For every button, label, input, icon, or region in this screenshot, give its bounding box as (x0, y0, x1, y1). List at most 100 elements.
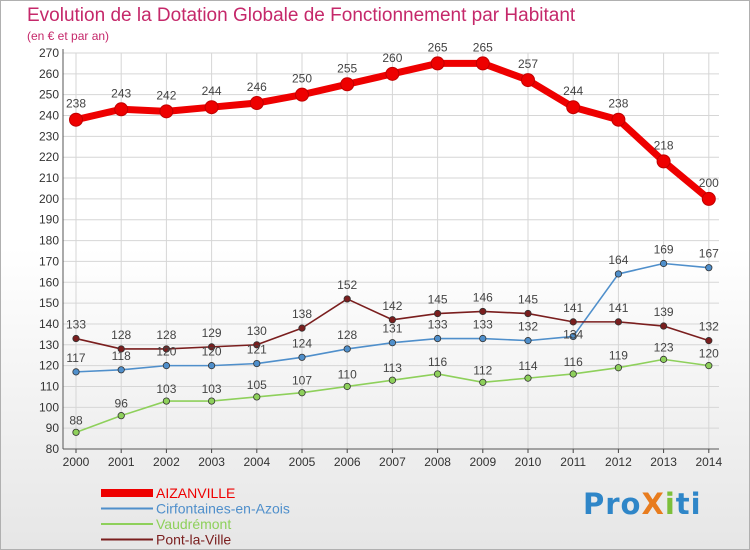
data-point (208, 362, 216, 370)
data-point (388, 339, 396, 347)
data-label: 118 (112, 349, 131, 363)
data-point (433, 370, 442, 378)
data-point (524, 337, 532, 345)
y-tick-label: 90 (46, 421, 60, 435)
data-point (433, 334, 442, 343)
y-tick-label: 250 (39, 88, 59, 102)
y-tick-label: 270 (39, 46, 59, 60)
data-point (72, 368, 80, 376)
y-tick-label: 200 (39, 192, 59, 206)
data-label: 200 (699, 176, 719, 190)
data-label: 265 (428, 40, 448, 54)
data-point (614, 270, 623, 278)
data-label: 123 (654, 340, 674, 354)
data-label: 133 (473, 318, 493, 332)
data-label: 96 (115, 397, 129, 411)
x-tick-label: 2007 (379, 455, 406, 469)
data-label: 255 (337, 61, 357, 75)
data-point (343, 295, 351, 303)
data-point (479, 334, 487, 343)
data-point (388, 376, 396, 384)
data-point (114, 102, 129, 117)
data-point (117, 366, 125, 374)
data-point (611, 112, 626, 127)
data-point (479, 307, 487, 316)
y-tick-label: 150 (39, 296, 59, 310)
y-tick-label: 240 (39, 109, 59, 123)
x-tick-label: 2003 (198, 455, 225, 469)
data-point (385, 66, 400, 81)
data-label: 146 (473, 290, 493, 304)
data-point (656, 154, 671, 169)
data-label: 132 (699, 320, 719, 334)
data-label: 250 (292, 72, 312, 86)
y-tick-label: 220 (39, 150, 59, 164)
data-point (614, 318, 623, 326)
data-label: 120 (202, 345, 222, 359)
data-point (117, 345, 125, 353)
data-point (249, 96, 264, 111)
data-label: 244 (563, 84, 583, 98)
x-tick-label: 2002 (153, 455, 180, 469)
data-label: 105 (247, 378, 267, 392)
axes: 8090100110120130140150160170180190200210… (39, 46, 723, 469)
data-label: 88 (69, 413, 83, 427)
legend: AIZANVILLECirfontaines-en-AzoisVaudrémon… (101, 485, 290, 548)
grid-lines (63, 52, 719, 450)
data-label: 120 (156, 345, 176, 359)
chart-subtitle: (en € et par an) (27, 29, 110, 43)
legend-label: Vaudrémont (156, 516, 231, 532)
data-point (72, 334, 80, 343)
data-point (569, 370, 577, 378)
proxiti-logo: ProXiti (583, 487, 702, 521)
data-point (253, 393, 261, 401)
y-tick-label: 100 (39, 400, 59, 414)
data-point (162, 362, 170, 370)
data-point (659, 259, 668, 268)
data-point (295, 87, 309, 102)
data-point (705, 337, 713, 345)
data-label: 128 (156, 328, 176, 342)
data-point (705, 362, 713, 370)
data-label: 110 (338, 367, 357, 381)
x-tick-label: 2005 (289, 455, 316, 469)
data-label: 169 (654, 243, 674, 257)
data-label: 121 (247, 343, 267, 357)
y-tick-label: 160 (39, 275, 59, 289)
data-point (69, 112, 83, 127)
legend-label: AIZANVILLE (156, 485, 235, 501)
x-tick-label: 2004 (243, 455, 270, 469)
data-label: 103 (156, 382, 176, 396)
data-label: 243 (111, 86, 131, 100)
data-point (659, 322, 668, 330)
x-tick-label: 2012 (605, 455, 632, 469)
chart-title: Evolution de la Dotation Globale de Fonc… (27, 5, 576, 26)
data-label: 145 (518, 293, 538, 307)
data-label: 117 (66, 351, 85, 365)
series-points (69, 56, 716, 436)
y-tick-label: 130 (39, 338, 59, 352)
data-label: 218 (654, 138, 674, 152)
y-tick-label: 190 (39, 213, 59, 227)
data-label: 116 (428, 355, 447, 369)
y-tick-label: 80 (46, 442, 60, 456)
data-point (298, 389, 306, 397)
data-point (430, 56, 445, 71)
data-label: 145 (428, 293, 448, 307)
data-point (204, 100, 219, 115)
data-label: 132 (518, 320, 538, 334)
data-label: 113 (383, 361, 402, 375)
data-point (162, 345, 170, 353)
data-label: 124 (292, 336, 312, 350)
data-label: 164 (608, 253, 628, 267)
data-point (566, 100, 581, 115)
data-point (701, 191, 716, 206)
data-label: 139 (654, 305, 674, 319)
data-point (72, 428, 80, 436)
y-tick-label: 210 (39, 171, 59, 185)
data-label: 112 (473, 363, 492, 377)
legend-label: Cirfontaines-en-Azois (156, 501, 290, 517)
data-label: 116 (564, 355, 583, 369)
data-label: 131 (382, 322, 402, 336)
data-label: 152 (337, 278, 357, 292)
